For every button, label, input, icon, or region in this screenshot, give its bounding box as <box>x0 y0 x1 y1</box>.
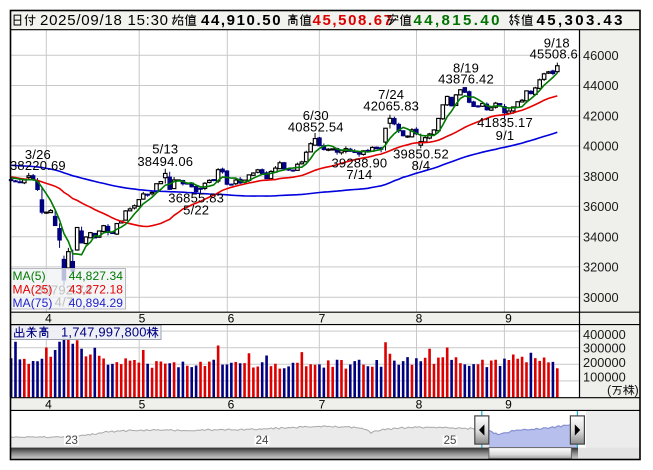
svg-text:25: 25 <box>444 435 457 447</box>
svg-text:6: 6 <box>228 312 235 326</box>
svg-text:40852.54: 40852.54 <box>288 119 344 134</box>
svg-text:5/22: 5/22 <box>183 202 209 217</box>
svg-text:43876.42: 43876.42 <box>438 72 494 87</box>
svg-text:36855.83: 36855.83 <box>168 191 224 206</box>
svg-text:9/18: 9/18 <box>544 36 570 51</box>
svg-text:39288.90: 39288.90 <box>331 156 387 171</box>
svg-text:44,910.50: 44,910.50 <box>201 12 282 29</box>
svg-text:MA(25): MA(25) <box>13 282 53 296</box>
svg-text:100000: 100000 <box>583 370 626 385</box>
svg-text:8: 8 <box>416 312 423 326</box>
svg-text:7/24: 7/24 <box>378 87 404 102</box>
svg-text:MA(75): MA(75) <box>13 296 53 310</box>
svg-text:5/13: 5/13 <box>152 141 178 156</box>
svg-text:4: 4 <box>45 397 52 411</box>
svg-text:43,272.18: 43,272.18 <box>69 282 124 296</box>
svg-text:40000: 40000 <box>583 139 619 154</box>
svg-text:1,747,997,800: 1,747,997,800 <box>61 324 147 339</box>
svg-text:30000: 30000 <box>583 290 619 305</box>
svg-text:24: 24 <box>256 435 269 447</box>
svg-text:7: 7 <box>319 397 326 411</box>
svg-text:42065.83: 42065.83 <box>363 99 419 114</box>
svg-text:34000: 34000 <box>583 229 619 244</box>
svg-text:44,815.40: 44,815.40 <box>414 12 502 29</box>
svg-text:8/19: 8/19 <box>453 61 479 76</box>
svg-text:6: 6 <box>228 397 235 411</box>
svg-text:9: 9 <box>505 312 512 326</box>
svg-text:45,303.43: 45,303.43 <box>537 12 625 29</box>
svg-text:8: 8 <box>416 397 423 411</box>
svg-text:6/30: 6/30 <box>303 108 329 123</box>
svg-text:38494.06: 38494.06 <box>137 154 193 169</box>
svg-text:41835.17: 41835.17 <box>477 115 533 130</box>
svg-text:5: 5 <box>139 312 146 326</box>
svg-text:2025/09/18 15:30: 2025/09/18 15:30 <box>40 12 169 29</box>
svg-text:44,827.34: 44,827.34 <box>69 269 124 283</box>
svg-text:8/4: 8/4 <box>412 158 431 173</box>
svg-text:(: ( <box>607 382 612 397</box>
svg-text:400000: 400000 <box>583 327 626 342</box>
svg-text:3/26: 3/26 <box>25 147 51 162</box>
svg-text:9: 9 <box>505 397 512 411</box>
svg-text:36000: 36000 <box>583 199 619 214</box>
svg-text:38220.69: 38220.69 <box>10 158 66 173</box>
svg-text:40,894.29: 40,894.29 <box>69 296 124 310</box>
svg-text:45,508.67: 45,508.67 <box>313 12 394 29</box>
svg-text:MA(5): MA(5) <box>13 269 46 283</box>
svg-text:5: 5 <box>139 397 146 411</box>
svg-text:9/1: 9/1 <box>496 128 515 143</box>
svg-text:46000: 46000 <box>583 48 619 63</box>
svg-text:300000: 300000 <box>583 340 626 355</box>
svg-text:39850.52: 39850.52 <box>393 146 449 161</box>
svg-text:23: 23 <box>65 435 78 447</box>
svg-text:7: 7 <box>319 312 326 326</box>
svg-text:200000: 200000 <box>583 355 626 370</box>
svg-text:4: 4 <box>45 312 52 326</box>
svg-text:42000: 42000 <box>583 108 619 123</box>
svg-text:38000: 38000 <box>583 169 619 184</box>
svg-text:32000: 32000 <box>583 260 619 275</box>
svg-text:44000: 44000 <box>583 78 619 93</box>
svg-text:7/14: 7/14 <box>346 167 372 182</box>
svg-text:45508.6: 45508.6 <box>530 47 578 62</box>
svg-text:): ) <box>635 382 639 397</box>
